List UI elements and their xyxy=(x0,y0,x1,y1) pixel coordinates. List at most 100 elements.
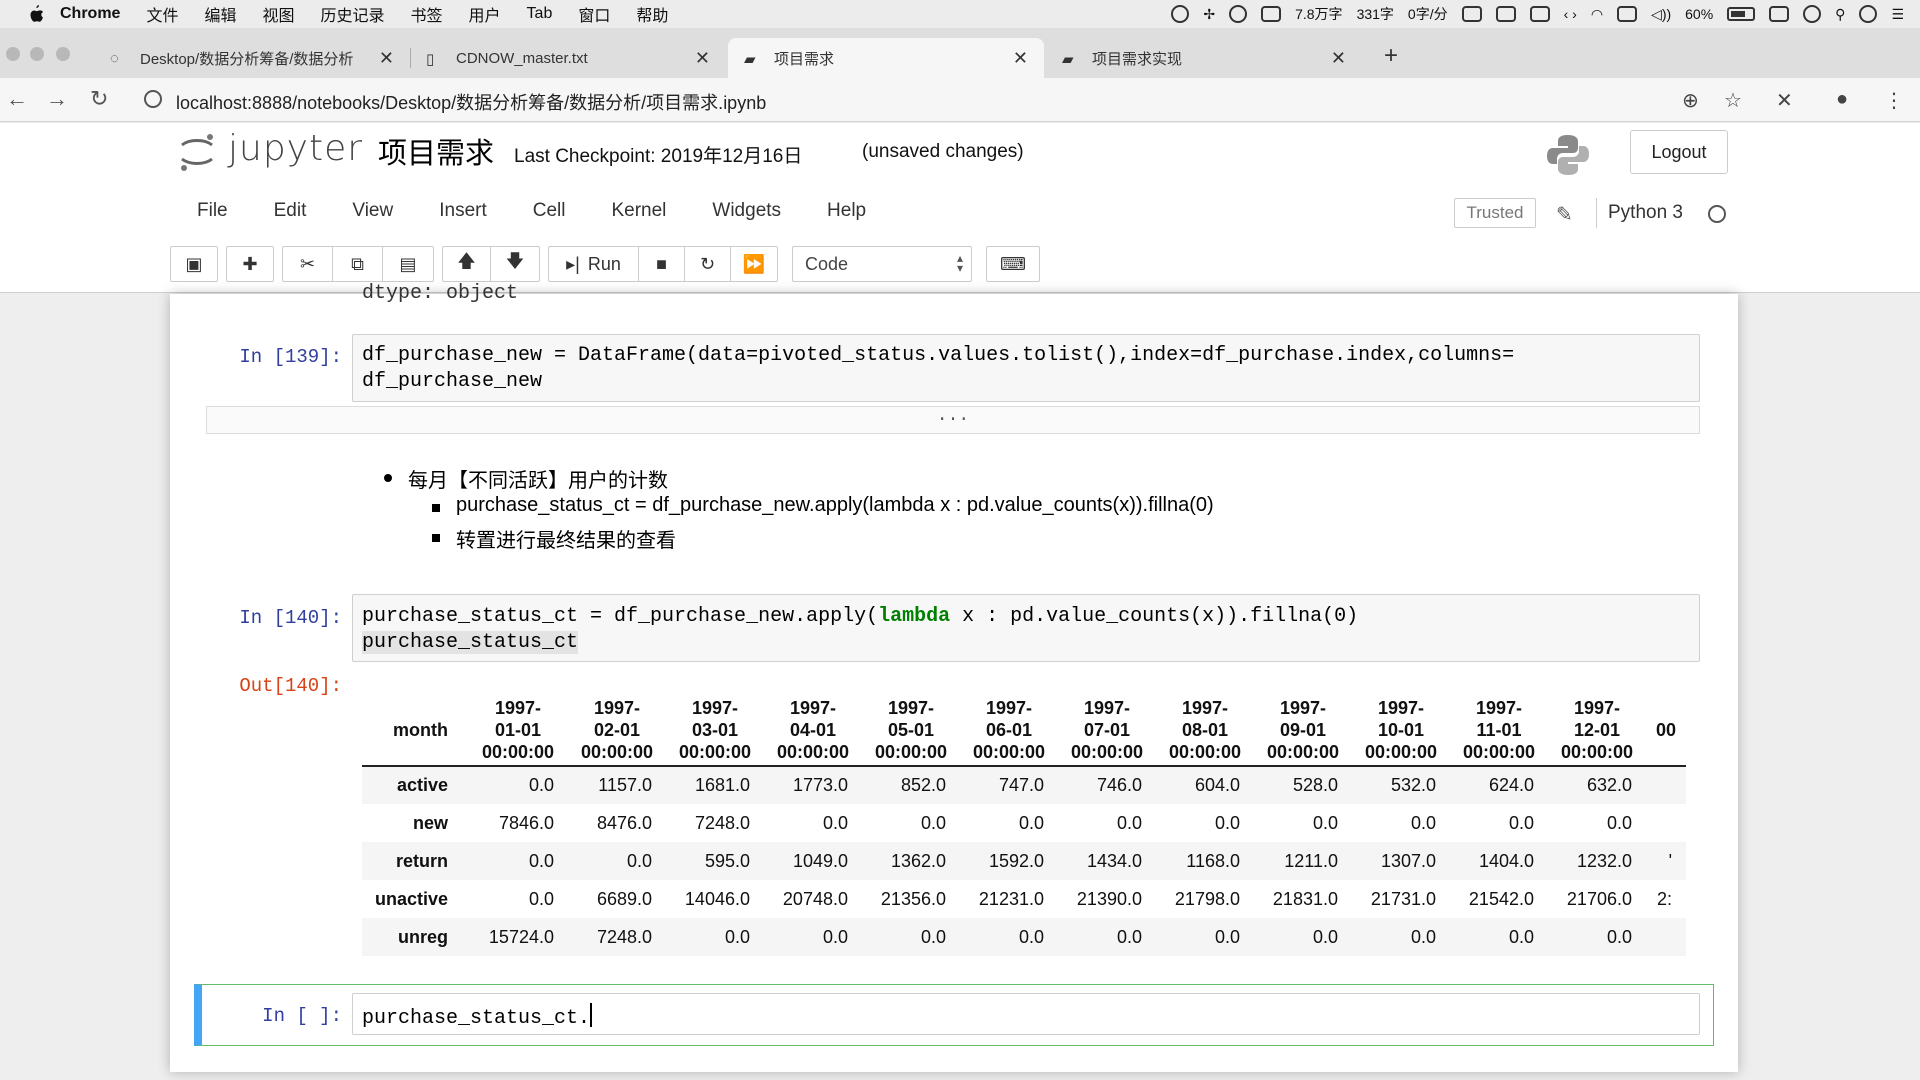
close-tab-icon[interactable]: ✕ xyxy=(1012,47,1028,68)
table-row: new 7846.0 8476.0 7248.0 0.0 0.0 0.0 0.0 0.0 0.0 0… xyxy=(362,804,1686,842)
move-up-icon[interactable]: 🡅 xyxy=(443,247,491,281)
window-close-button[interactable] xyxy=(6,47,20,61)
active-cell-input[interactable] xyxy=(352,993,1700,1035)
insert-cell-icon[interactable]: ✚ xyxy=(242,253,258,274)
user-icon[interactable] xyxy=(1859,5,1878,23)
tray-s-icon[interactable] xyxy=(1769,6,1790,22)
logout-button[interactable]: Logout xyxy=(1630,130,1728,174)
menu-file[interactable]: File xyxy=(197,200,228,221)
code-line: df_purchase_new xyxy=(362,370,543,393)
apple-icon[interactable] xyxy=(28,5,44,23)
table-cell: 0.0 xyxy=(822,812,848,833)
menu-bookmarks[interactable]: 书签 xyxy=(410,8,443,25)
cell-139-input[interactable] xyxy=(352,334,1700,402)
close-tab-icon[interactable]: ✕ xyxy=(1330,47,1346,68)
pencil-icon[interactable]: ✎ xyxy=(1556,204,1573,226)
forward-icon[interactable]: → xyxy=(46,86,68,111)
tray-mic-icon[interactable] xyxy=(1495,6,1516,22)
menu-app-name[interactable]: Chrome xyxy=(60,5,121,22)
tray-arrows-icon[interactable]: ‹ › xyxy=(1563,6,1577,22)
wifi-icon[interactable]: ◠ xyxy=(1590,5,1604,22)
cut-icon[interactable]: ✂ xyxy=(283,247,333,281)
trusted-badge[interactable]: Trusted xyxy=(1454,198,1536,228)
tray-cloud-icon[interactable] xyxy=(1229,5,1248,23)
table-cell: 1362.0 xyxy=(890,850,946,871)
menu-window[interactable]: 窗口 xyxy=(578,8,611,25)
tray-clock-icon[interactable] xyxy=(1803,5,1822,23)
tray-keyboard-icon[interactable] xyxy=(1461,6,1482,22)
extension-icon[interactable]: ✕ xyxy=(1776,90,1793,112)
interrupt-icon[interactable]: ■ xyxy=(639,247,685,281)
menu-help[interactable]: 帮助 xyxy=(636,8,669,25)
window-minimize-button[interactable] xyxy=(30,47,44,61)
menu-view[interactable]: View xyxy=(352,200,394,221)
notebook-icon: ▰ xyxy=(744,51,756,68)
kernel-name[interactable]: Python 3 xyxy=(1608,202,1683,223)
keyboard-shortcuts-icon[interactable]: ⌨ xyxy=(1000,253,1026,274)
column-header: 1997- 09-01 00:00:00 xyxy=(1254,694,1352,766)
site-info-icon[interactable] xyxy=(144,90,162,108)
column-header: 1997- 02-01 00:00:00 xyxy=(568,694,666,766)
menu-tab[interactable]: Tab xyxy=(526,5,553,22)
cell-prompt: In [ ]: xyxy=(262,1005,342,1027)
tray-pin-icon[interactable]: ✢ xyxy=(1203,5,1216,22)
table-cell: 0.0 xyxy=(528,775,554,795)
table-cell: 747.0 xyxy=(998,775,1044,795)
copy-icon[interactable]: ⧉ xyxy=(333,247,383,281)
jupyter-logo-icon[interactable] xyxy=(176,131,218,173)
menu-insert[interactable]: Insert xyxy=(439,200,487,221)
spotlight-icon[interactable]: ⚲ xyxy=(1835,5,1846,22)
menu-people[interactable]: 用户 xyxy=(468,8,501,25)
restart-run-all-icon[interactable]: ⏩ xyxy=(742,253,766,274)
jupyter-wordmark[interactable]: jupyter xyxy=(228,128,364,169)
tab-project-requirements[interactable]: ▰ 项目需求 ✕ xyxy=(728,38,1044,78)
address-bar-url[interactable]: localhost:8888/notebooks/Desktop/数据分析筹备/… xyxy=(176,93,767,113)
tray-app-icon[interactable] xyxy=(1171,5,1190,23)
column-header-line: 10-01 xyxy=(1377,719,1425,740)
profile-icon[interactable]: ● xyxy=(1836,88,1849,110)
save-icon[interactable]: ▣ xyxy=(185,253,203,274)
menu-help[interactable]: Help xyxy=(827,200,867,221)
airplay-icon[interactable] xyxy=(1617,6,1638,22)
reload-icon[interactable]: ↻ xyxy=(90,86,109,111)
window-zoom-button[interactable] xyxy=(56,47,70,61)
tab-project-implementation[interactable]: ▰ 项目需求实现 ✕ xyxy=(1046,38,1362,78)
tab-cdnow[interactable]: ▯ CDNOW_master.txt ✕ xyxy=(410,38,726,78)
chrome-menu-icon[interactable]: ⋮ xyxy=(1884,90,1904,112)
tray-window-icon[interactable] xyxy=(1261,6,1282,22)
menu-kernel[interactable]: Kernel xyxy=(611,200,667,221)
paste-icon[interactable]: ▤ xyxy=(399,253,417,274)
table-cell: 21231.0 xyxy=(978,888,1044,909)
back-icon[interactable]: ← xyxy=(6,86,28,111)
table-cell: 2: xyxy=(1656,888,1672,909)
notebook-name[interactable]: 项目需求 xyxy=(378,138,495,170)
menu-file[interactable]: 文件 xyxy=(146,8,179,25)
battery-icon[interactable] xyxy=(1727,7,1756,21)
new-tab-button[interactable]: + xyxy=(1384,42,1399,69)
notification-center-icon[interactable]: ☰ xyxy=(1891,5,1904,22)
move-down-icon[interactable]: 🡇 xyxy=(505,251,525,271)
cell-type-select[interactable]: Code ▴ ▾ xyxy=(792,246,972,282)
table-cell xyxy=(1646,918,1686,956)
menu-view[interactable]: 视图 xyxy=(262,8,295,25)
menu-cell[interactable]: Cell xyxy=(532,200,566,221)
tab-desktop[interactable]: ◌ Desktop/数据分析筹备/数据分析 ✕ xyxy=(94,38,411,78)
table-cell: 21356.0 xyxy=(880,888,946,909)
restart-icon[interactable]: ↻ xyxy=(685,247,731,281)
zoom-icon[interactable]: ⊕ xyxy=(1682,90,1699,112)
bookmark-star-icon[interactable]: ☆ xyxy=(1724,90,1742,112)
menu-widgets[interactable]: Widgets xyxy=(712,200,782,221)
volume-icon[interactable]: ◁)) xyxy=(1651,5,1672,22)
tray-input-icon[interactable] xyxy=(1529,6,1550,22)
table-cell: 7248.0 xyxy=(596,926,652,947)
table-cell: 1681.0 xyxy=(694,775,750,795)
collapsed-output[interactable]: ... xyxy=(206,406,1700,434)
column-header-line: 12-01 xyxy=(1573,719,1621,740)
menu-edit[interactable]: 编辑 xyxy=(204,8,237,25)
menu-history[interactable]: 历史记录 xyxy=(320,8,385,25)
close-tab-icon[interactable]: ✕ xyxy=(694,47,710,68)
loading-icon: ◌ xyxy=(110,50,119,67)
run-button[interactable]: ▸| Run xyxy=(549,247,639,281)
close-tab-icon[interactable]: ✕ xyxy=(378,47,394,68)
menu-edit[interactable]: Edit xyxy=(273,200,307,221)
